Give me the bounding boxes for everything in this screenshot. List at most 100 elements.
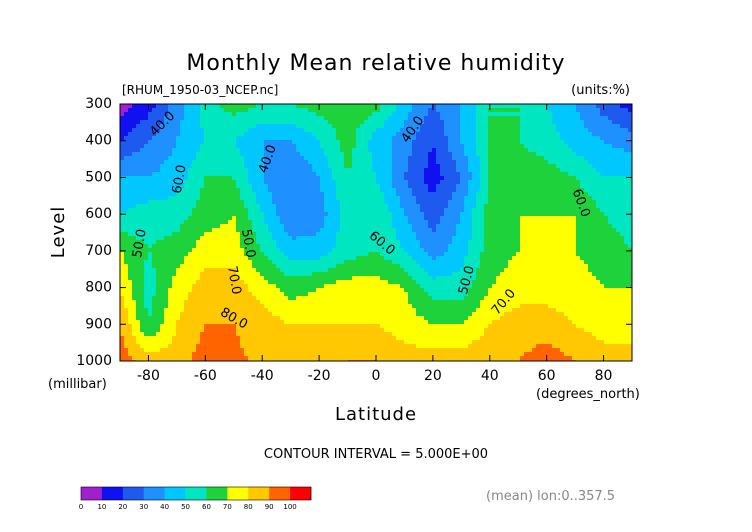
heatmap-cell (556, 220, 561, 225)
heatmap-cell (504, 212, 509, 217)
heatmap-cell (172, 192, 177, 197)
heatmap-cell (432, 128, 437, 133)
heatmap-cell (516, 116, 521, 121)
heatmap-cell (304, 128, 309, 133)
heatmap-cell (252, 204, 257, 209)
heatmap-cell (356, 108, 361, 113)
heatmap-cell (168, 112, 173, 117)
heatmap-cell (372, 200, 377, 205)
heatmap-cell (272, 188, 277, 193)
heatmap-cell (444, 144, 449, 149)
heatmap-cell (204, 208, 209, 213)
heatmap-cell (596, 200, 601, 205)
heatmap-cell (384, 232, 389, 237)
heatmap-cell (612, 112, 617, 117)
heatmap-cell (244, 128, 249, 133)
heatmap-cell (260, 224, 265, 229)
heatmap-cell (616, 196, 621, 201)
heatmap-cell (256, 104, 261, 109)
heatmap-cell (496, 204, 501, 209)
heatmap-cell (420, 172, 425, 177)
heatmap-cell (340, 136, 345, 141)
heatmap-cell (384, 120, 389, 125)
heatmap-cell (332, 188, 337, 193)
heatmap-cell (220, 112, 225, 117)
heatmap-cell (548, 148, 553, 153)
heatmap-cell (528, 152, 533, 157)
heatmap-cell (472, 168, 477, 173)
heatmap-cell (140, 220, 145, 225)
heatmap-cell (236, 120, 241, 125)
heatmap-cell (416, 108, 421, 113)
heatmap-cell (328, 256, 333, 261)
heatmap-cell (320, 112, 325, 117)
heatmap-cell (396, 112, 401, 117)
heatmap-cell (220, 136, 225, 141)
heatmap-cell (184, 192, 189, 197)
heatmap-cell (388, 212, 393, 217)
heatmap-cell (336, 124, 341, 129)
heatmap-cell (180, 228, 185, 233)
heatmap-cell (300, 180, 305, 185)
heatmap-cell (272, 128, 277, 133)
heatmap-cell (124, 108, 129, 113)
heatmap-cell (616, 152, 621, 157)
heatmap-cell (156, 208, 161, 213)
heatmap-cell (152, 232, 157, 237)
heatmap-cell (384, 164, 389, 169)
heatmap-cell (128, 124, 133, 129)
heatmap-cell (288, 136, 293, 141)
heatmap-cell (396, 104, 401, 109)
heatmap-cell (600, 124, 605, 129)
heatmap-cell (328, 140, 333, 145)
heatmap-cell (476, 216, 481, 221)
heatmap-cell (484, 108, 489, 113)
heatmap-cell (440, 212, 445, 217)
heatmap-cell (436, 204, 441, 209)
heatmap-cell (364, 244, 369, 249)
heatmap-cell (556, 112, 561, 117)
heatmap-cell (452, 216, 457, 221)
heatmap-cell (404, 196, 409, 201)
heatmap-cell (584, 160, 589, 165)
heatmap-cell (348, 248, 353, 253)
heatmap-cell (532, 164, 537, 169)
heatmap-cell (580, 156, 585, 161)
heatmap-cell (144, 212, 149, 217)
heatmap-cell (528, 252, 533, 257)
heatmap-cell (512, 208, 517, 213)
heatmap-cell (516, 168, 521, 173)
heatmap-cell (172, 152, 177, 157)
heatmap-cell (432, 124, 437, 129)
heatmap-cell (276, 152, 281, 157)
heatmap-cell (236, 240, 241, 245)
heatmap-cell (188, 140, 193, 145)
heatmap-cell (328, 188, 333, 193)
heatmap-cell (548, 168, 553, 173)
heatmap-cell (404, 236, 409, 241)
heatmap-cell (312, 200, 317, 205)
heatmap-cell (140, 188, 145, 193)
heatmap-cell (204, 156, 209, 161)
heatmap-cell (472, 116, 477, 121)
heatmap-cell (464, 108, 469, 113)
heatmap-cell (612, 232, 617, 237)
heatmap-cell (616, 244, 621, 249)
heatmap-cell (500, 192, 505, 197)
heatmap-cell (224, 196, 229, 201)
heatmap-cell (356, 236, 361, 241)
heatmap-cell (308, 132, 313, 137)
heatmap-cell (204, 224, 209, 229)
heatmap-cell (416, 216, 421, 221)
heatmap-cell (132, 200, 137, 205)
heatmap-cell (460, 180, 465, 185)
heatmap-cell (360, 208, 365, 213)
heatmap-cell (620, 128, 625, 133)
heatmap-cell (236, 248, 241, 253)
heatmap-cell (604, 136, 609, 141)
heatmap-cell (376, 204, 381, 209)
heatmap-cell (416, 176, 421, 181)
heatmap-cell (148, 112, 153, 117)
heatmap-cell (160, 156, 165, 161)
heatmap-cell (408, 224, 413, 229)
